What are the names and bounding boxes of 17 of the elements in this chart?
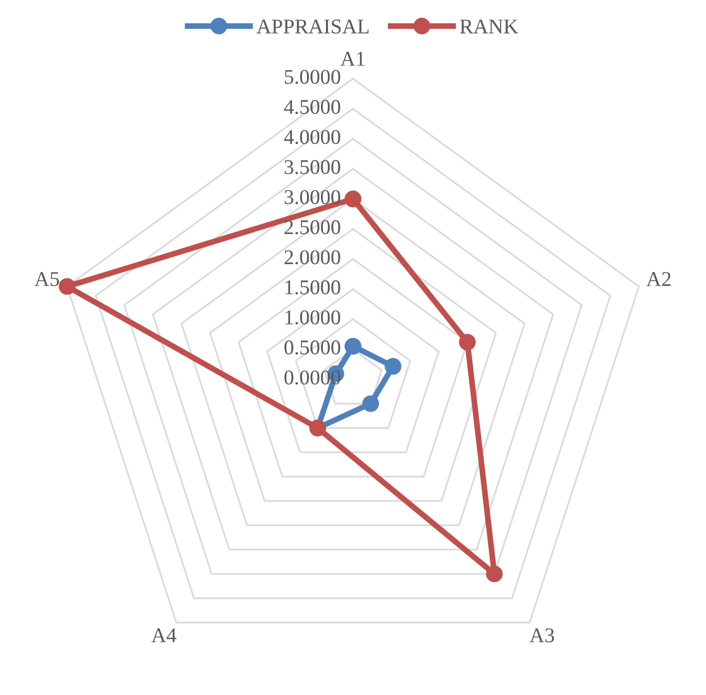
y-tick-label: 5.0000 (284, 70, 340, 84)
y-tick-label: 2.5000 (284, 220, 340, 234)
y-tick-label: 1.5000 (286, 280, 340, 294)
y-tick-label: 0.5000 (284, 340, 340, 355)
spoke-label: A4 (151, 628, 176, 642)
y-tick-label: 4.0000 (284, 130, 340, 144)
y-tick-label: 4.5000 (284, 100, 340, 114)
legend-label: RANK (460, 20, 518, 34)
y-tick-label: 1.0000 (286, 310, 340, 325)
legend-label: APPRAISAL (256, 20, 369, 34)
spoke-label: A2 (646, 272, 671, 286)
y-tick-label: 3.0000 (284, 190, 340, 204)
y-tick-label: 3.5000 (284, 160, 340, 174)
y-tick-label: 2.0000 (284, 250, 340, 264)
spoke-label: A1 (340, 52, 364, 66)
spoke-label: A3 (530, 628, 554, 642)
spoke-label: A5 (34, 272, 59, 286)
